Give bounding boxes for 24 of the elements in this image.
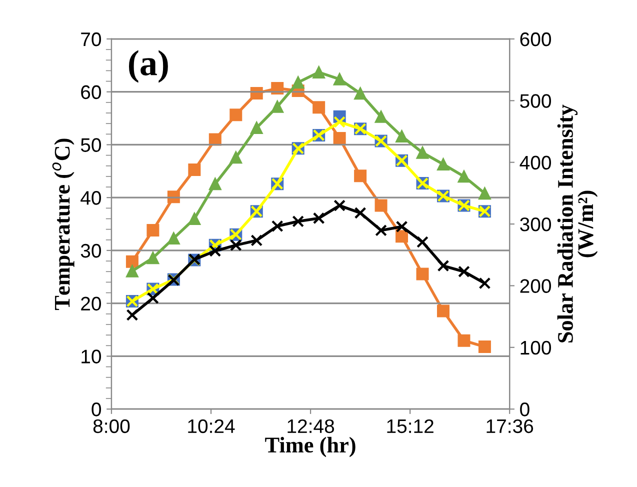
y2-tick-label: 400 [520, 156, 552, 170]
x-tick-label: 10:24 [188, 419, 235, 434]
y-tick-label: 70 [81, 32, 101, 46]
y-tick-label: 10 [82, 350, 101, 364]
y2-tick-label: 500 [520, 94, 552, 108]
y-tick-label: 40 [80, 191, 101, 205]
x-axis-title: Time (hr) [265, 436, 356, 458]
annotation: (a) [128, 50, 168, 83]
y2-tick-label: 100 [520, 340, 552, 355]
y-tick-label: 60 [81, 85, 101, 100]
x-tick-label: 8:00 [93, 419, 130, 434]
x-tick-label: 17:36 [486, 419, 534, 434]
y2-tick-label: 300 [520, 217, 552, 232]
y-axis-title: Temperature ($^{o}$C) [52, 138, 74, 310]
y2-tick-label: 600 [520, 32, 552, 46]
x-tick-label: 15:12 [387, 419, 434, 434]
y-tick-label: 20 [81, 296, 101, 311]
x-tick-label: 12:48 [288, 419, 334, 434]
y2-axis-title: Solar Radiation Intensity (W/m²) [557, 104, 598, 342]
y2-tick-label: 0 [520, 402, 530, 416]
y2-tick-label: 200 [520, 279, 552, 293]
y-tick-label: 30 [80, 244, 101, 258]
y-tick-label: 50 [80, 138, 101, 152]
y-tick-label: 0 [92, 402, 101, 416]
